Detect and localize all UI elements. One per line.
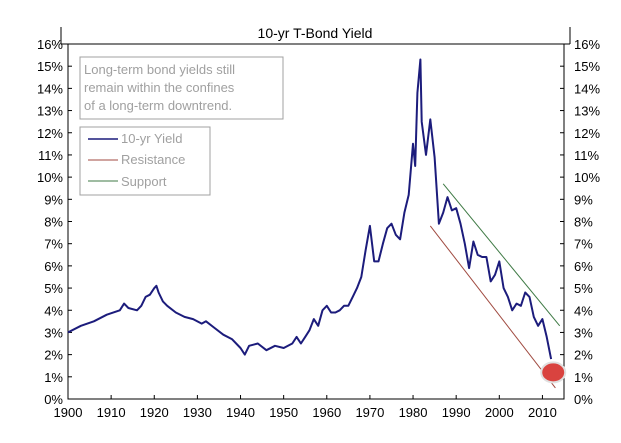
annotation-line-3: of a long-term downtrend. bbox=[84, 98, 232, 113]
x-tick-label: 1950 bbox=[269, 405, 298, 420]
y-tick-label-right: 3% bbox=[574, 325, 593, 340]
y-tick-label-left: 1% bbox=[44, 370, 63, 385]
y-tick-label-right: 16% bbox=[574, 37, 600, 52]
x-tick-label: 1910 bbox=[97, 405, 126, 420]
y-tick-label-left: 13% bbox=[37, 104, 63, 119]
x-tick-label: 1940 bbox=[226, 405, 255, 420]
x-axis: 1900 1910 1920 1930 1940 1950 1960 1970 1980 1990… bbox=[54, 395, 557, 420]
y-tick-label-right: 5% bbox=[574, 281, 593, 296]
x-tick-label: 1930 bbox=[183, 405, 212, 420]
y-tick-label-right: 15% bbox=[574, 59, 600, 74]
y-tick-label-right: 11% bbox=[574, 148, 599, 163]
series-line-yield bbox=[67, 58, 553, 360]
y-tick-label-left: 12% bbox=[37, 126, 63, 141]
series-line-support bbox=[442, 183, 561, 327]
x-tick-label: 2000 bbox=[485, 405, 514, 420]
y-tick-label-right: 4% bbox=[574, 303, 593, 318]
y-tick-label-left: 16% bbox=[37, 37, 63, 52]
y-tick-label-left: 9% bbox=[44, 192, 63, 207]
y-tick-label-left: 5% bbox=[44, 281, 63, 296]
annotation-line-1: Long-term bond yields still bbox=[84, 62, 235, 77]
y-tick-label-left: 3% bbox=[44, 325, 63, 340]
y-tick-label-right: 1% bbox=[574, 370, 593, 385]
y-tick-label-right: 2% bbox=[574, 348, 593, 363]
x-tick-label: 1990 bbox=[442, 405, 471, 420]
series-line-resistance bbox=[429, 225, 556, 389]
y-tick-label-left: 6% bbox=[44, 259, 63, 274]
series-layer bbox=[67, 58, 567, 389]
y-tick-label-right: 8% bbox=[574, 215, 593, 230]
y-tick-label-right: 0% bbox=[574, 392, 593, 407]
y-tick-label-left: 15% bbox=[37, 59, 63, 74]
y-axis-left: 0% 1% 2% 3% 4% 5% 6% 7% 8% 9% 10% 11% 12% 13% 14% 15% 16… bbox=[37, 37, 72, 407]
y-tick-label-left: 11% bbox=[38, 148, 63, 163]
y-tick-label-right: 10% bbox=[574, 170, 600, 185]
y-tick-label-right: 14% bbox=[574, 81, 600, 96]
highlight-marker bbox=[540, 361, 567, 384]
y-tick-label-left: 10% bbox=[37, 170, 63, 185]
y-tick-label-right: 6% bbox=[574, 259, 593, 274]
y-tick-label-left: 7% bbox=[44, 237, 63, 252]
x-tick-label: 1960 bbox=[312, 405, 341, 420]
y-tick-label-right: 9% bbox=[574, 192, 593, 207]
y-tick-label-left: 8% bbox=[44, 215, 63, 230]
legend-label-resistance: Resistance bbox=[121, 152, 185, 167]
x-tick-label: 1980 bbox=[399, 405, 428, 420]
annotation-line-2: remain within the confines bbox=[84, 80, 235, 95]
x-tick-label: 1900 bbox=[54, 405, 83, 420]
x-tick-label: 2010 bbox=[528, 405, 557, 420]
y-tick-label-left: 2% bbox=[44, 348, 63, 363]
y-tick-label-left: 0% bbox=[44, 392, 63, 407]
x-tick-label: 1970 bbox=[355, 405, 384, 420]
legend-label-support: Support bbox=[121, 174, 167, 189]
y-tick-label-left: 14% bbox=[37, 81, 63, 96]
y-axis-right: 0% 1% 2% 3% 4% 5% 6% 7% 8% 9% 10% 11% 12% 13% 14% 15% 16… bbox=[560, 37, 600, 407]
chart-title: 10-yr T-Bond Yield bbox=[258, 25, 373, 41]
y-tick-label-right: 12% bbox=[574, 126, 600, 141]
annotation-box: Long-term bond yields still remain withi… bbox=[79, 56, 284, 120]
legend-label-yield: 10-yr Yield bbox=[121, 131, 182, 146]
legend: 10-yr Yield Resistance Support bbox=[79, 126, 211, 196]
y-tick-label-right: 7% bbox=[574, 237, 593, 252]
y-tick-label-right: 13% bbox=[574, 104, 600, 119]
y-tick-label-left: 4% bbox=[44, 303, 63, 318]
x-tick-label: 1920 bbox=[140, 405, 169, 420]
